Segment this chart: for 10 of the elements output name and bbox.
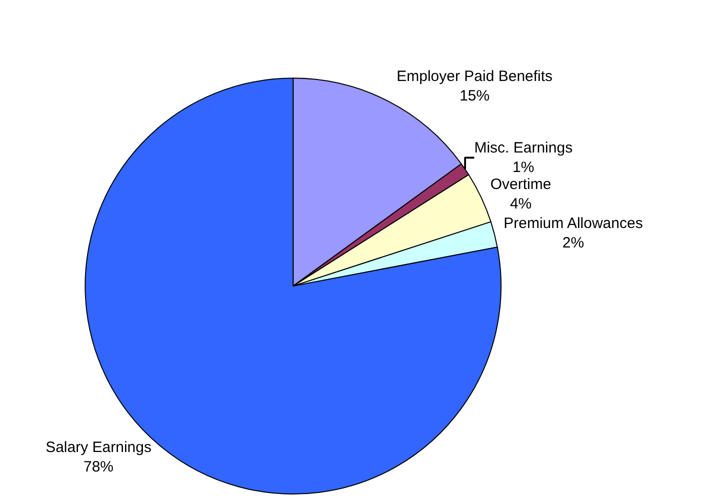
slice-label: Premium Allowances	[504, 214, 643, 232]
data-label: 4%	[510, 195, 532, 212]
slice-label: Misc. Earnings	[474, 139, 573, 156]
slice-label: Employer Paid Benefits	[396, 68, 553, 86]
data-label: 15%	[460, 88, 490, 105]
slice-label: Overtime	[490, 176, 552, 193]
data-label: 78%	[83, 458, 114, 476]
data-label: 2%	[562, 234, 584, 252]
slice-label: Salary Earnings	[46, 438, 152, 456]
data-label: 1%	[512, 158, 534, 176]
